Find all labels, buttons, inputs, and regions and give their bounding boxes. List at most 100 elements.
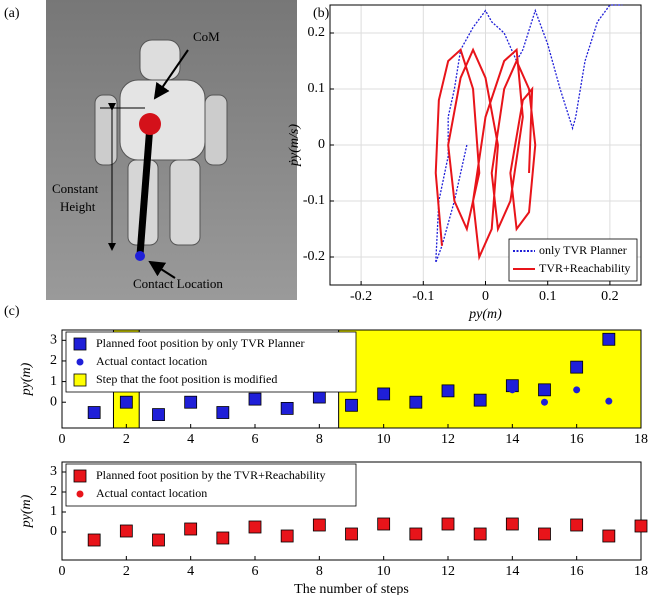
circle-marker xyxy=(605,397,613,405)
x-tick-label: 2 xyxy=(123,432,130,447)
y-axis-label: py(m) xyxy=(19,494,34,528)
circle-marker xyxy=(348,401,355,409)
x-tick-label: 12 xyxy=(441,432,455,447)
x-tick-label: 10 xyxy=(377,564,391,579)
circle-marker xyxy=(541,398,548,406)
contact-point xyxy=(135,251,145,261)
legend-label: Planned foot position by the TVR+Reachab… xyxy=(96,468,326,482)
y-tick-label: 0 xyxy=(318,137,325,152)
circle-marker xyxy=(187,398,195,406)
highlight-span xyxy=(338,329,642,429)
circle-marker xyxy=(251,523,259,531)
circle-marker xyxy=(573,386,581,394)
circle-marker xyxy=(315,521,323,529)
y-tick-label: 0.1 xyxy=(308,81,326,96)
panel-label: (a) xyxy=(4,6,20,21)
x-tick-label: 12 xyxy=(441,564,455,579)
height-label: Constant xyxy=(52,181,99,196)
square-marker xyxy=(570,360,584,374)
x-tick-label: 16 xyxy=(570,564,584,579)
robot-arm xyxy=(94,94,118,166)
legend-label: only TVR Planner xyxy=(539,243,627,257)
legend-box xyxy=(508,238,638,282)
com-arrow xyxy=(153,49,189,100)
circle-marker xyxy=(315,393,323,401)
x-tick-label: 2 xyxy=(123,564,130,579)
x-tick-label: 4 xyxy=(187,564,194,579)
x-tick-label: 0 xyxy=(482,289,489,304)
pendulum-rod xyxy=(136,124,154,256)
x-tick-label: 18 xyxy=(634,432,648,447)
circle-marker xyxy=(476,530,484,538)
x-axis-label: The number of steps xyxy=(294,582,409,595)
legend-key xyxy=(73,469,87,483)
y-tick-label: 2 xyxy=(50,353,57,368)
x-tick-label: 8 xyxy=(316,564,323,579)
circle-marker xyxy=(605,532,613,540)
x-tick-label: 6 xyxy=(252,564,259,579)
x-tick-label: 4 xyxy=(187,432,194,447)
circle-marker xyxy=(508,386,516,394)
contact-label: Contact Location xyxy=(133,276,223,291)
circle-marker xyxy=(187,525,195,533)
panel-label: (c) xyxy=(4,304,20,319)
legend-box xyxy=(65,463,357,507)
legend-key xyxy=(76,490,84,498)
x-tick-label: 16 xyxy=(570,432,584,447)
y-tick-label: 1 xyxy=(50,504,57,519)
circle-marker xyxy=(90,536,98,544)
y-tick-label: -0.2 xyxy=(303,249,325,264)
circle-marker xyxy=(122,398,130,406)
y-tick-label: 3 xyxy=(50,333,57,348)
y-tick-label: -0.1 xyxy=(303,193,325,208)
plot-frame xyxy=(61,329,642,429)
circle-marker xyxy=(283,532,291,540)
circle-marker xyxy=(90,409,98,417)
circle-marker xyxy=(348,530,355,538)
legend-key xyxy=(73,373,87,387)
plot-frame xyxy=(329,4,642,286)
x-tick-label: 0.1 xyxy=(539,289,557,304)
circle-marker xyxy=(380,390,388,398)
circle-marker xyxy=(541,530,548,538)
x-tick-label: 14 xyxy=(505,564,519,579)
circle-marker xyxy=(155,411,162,419)
x-tick-label: 0 xyxy=(59,432,66,447)
legend-label: Actual contact location xyxy=(96,486,207,500)
x-tick-label: -0.1 xyxy=(412,289,434,304)
series-line xyxy=(434,47,537,261)
x-axis-label: py(m) xyxy=(468,307,502,322)
circle-marker xyxy=(412,398,420,406)
circle-marker xyxy=(476,394,484,402)
legend-label: TVR+Reachability xyxy=(539,261,630,275)
y-tick-label: 2 xyxy=(50,484,57,499)
x-tick-label: 14 xyxy=(505,432,519,447)
circle-marker xyxy=(283,404,291,412)
x-tick-label: -0.2 xyxy=(350,289,372,304)
robot-leg xyxy=(169,159,201,246)
y-tick-label: 0 xyxy=(50,524,57,539)
legend-key xyxy=(76,358,84,366)
circle-marker xyxy=(573,521,581,529)
legend-box xyxy=(65,331,357,393)
height-label: Height xyxy=(60,199,96,214)
square-marker xyxy=(602,332,616,346)
x-tick-label: 18 xyxy=(634,564,648,579)
robot-image: CoM Constant Height Contact Location xyxy=(46,0,297,300)
legend-label: Actual contact location xyxy=(96,354,207,368)
circle-marker xyxy=(637,522,645,530)
legend-label: Step that the foot position is modified xyxy=(96,372,277,386)
x-tick-label: 0 xyxy=(59,564,66,579)
circle-marker xyxy=(219,534,227,542)
x-tick-label: 0.2 xyxy=(601,289,619,304)
robot-head xyxy=(139,39,181,81)
x-tick-label: 6 xyxy=(252,432,259,447)
robot-arm xyxy=(204,94,228,166)
circle-marker xyxy=(508,520,516,528)
circle-marker xyxy=(412,530,420,538)
circle-marker xyxy=(444,520,452,528)
x-tick-label: 8 xyxy=(316,432,323,447)
y-tick-label: 1 xyxy=(50,374,57,389)
y-tick-label: 0 xyxy=(50,394,57,409)
